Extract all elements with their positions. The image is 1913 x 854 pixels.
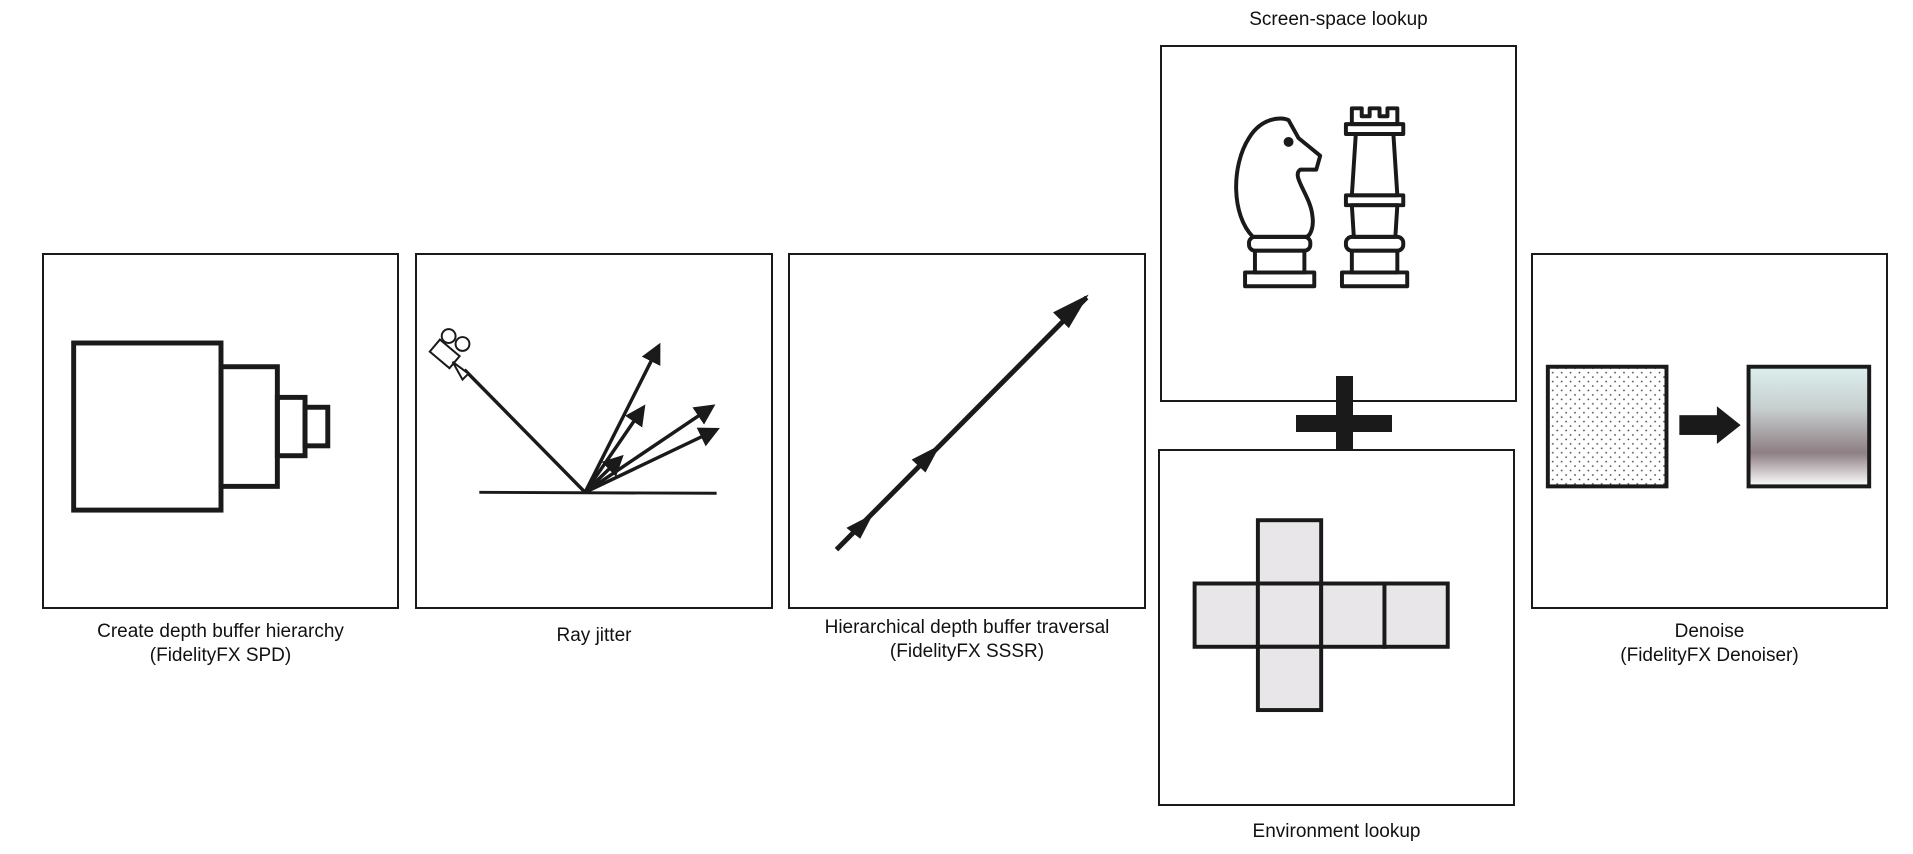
- noisy-image: [1545, 364, 1669, 489]
- caption-depth-traversal-line1: Hierarchical depth buffer traversal: [824, 617, 1110, 638]
- caption-denoise: Denoise (FidelityFX Denoiser): [1531, 620, 1888, 668]
- depth-pyramid-icon: [71, 340, 331, 513]
- denoised-image: [1746, 364, 1872, 489]
- caption-depth-traversal-line2: (FidelityFX SSSR): [889, 641, 1045, 662]
- panel-depth-traversal: [788, 253, 1146, 609]
- panel-depth-hierarchy: [42, 253, 399, 609]
- ray-march-arrow-icon: [834, 294, 1089, 552]
- panel-environment-lookup: [1158, 449, 1515, 806]
- caption-depth-hierarchy-line1: Create depth buffer hierarchy: [97, 621, 344, 642]
- caption-screen-space: Screen-space lookup: [1160, 8, 1517, 32]
- plus-icon: [1296, 376, 1392, 472]
- caption-ray-jitter-line1: Ray jitter: [556, 625, 632, 646]
- rook-icon: [1339, 106, 1410, 289]
- arrow-right-icon: [1679, 406, 1741, 444]
- knight-icon: [1234, 116, 1323, 289]
- camera-icon: [428, 328, 471, 382]
- caption-environment-line1: Environment lookup: [1252, 821, 1421, 842]
- caption-depth-hierarchy: Create depth buffer hierarchy (FidelityF…: [42, 620, 399, 668]
- cube-map-icon: [1192, 518, 1450, 713]
- caption-screen-space-line1: Screen-space lookup: [1249, 9, 1428, 30]
- noise-to-smooth-icon: [1545, 364, 1872, 489]
- panel-denoise: [1531, 253, 1888, 609]
- caption-denoise-line1: Denoise: [1674, 621, 1745, 642]
- camera-reflection-rays-icon: [428, 328, 720, 495]
- panel-screen-space-lookup: [1160, 45, 1517, 402]
- chess-pieces-icon: [1234, 106, 1410, 289]
- caption-environment: Environment lookup: [1158, 820, 1515, 844]
- caption-depth-hierarchy-line2: (FidelityFX SPD): [149, 645, 292, 666]
- caption-depth-traversal: Hierarchical depth buffer traversal (Fid…: [788, 616, 1146, 664]
- caption-ray-jitter: Ray jitter: [415, 624, 773, 648]
- panel-ray-jitter: [415, 253, 773, 609]
- caption-denoise-line2: (FidelityFX Denoiser): [1620, 645, 1799, 666]
